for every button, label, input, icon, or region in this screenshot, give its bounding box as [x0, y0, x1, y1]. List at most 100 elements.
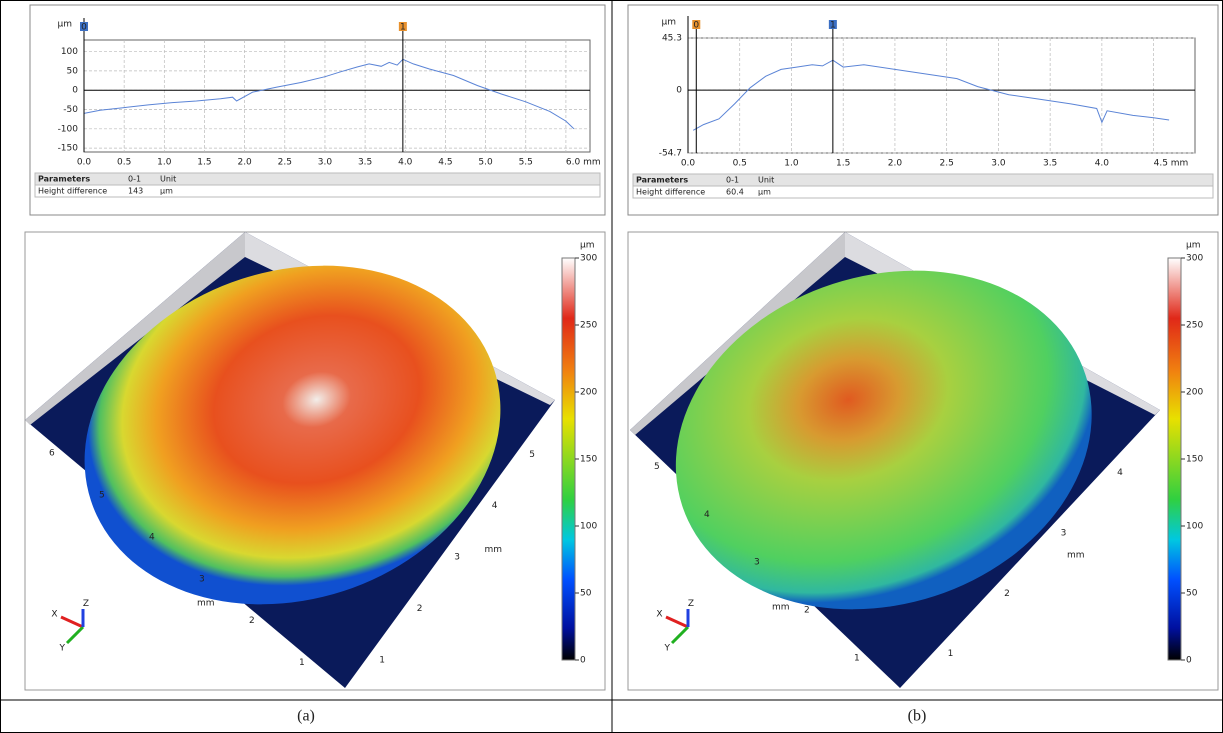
y-axis-label: μm [662, 18, 677, 28]
colorbar [1167, 257, 1182, 661]
colorbar-tick-label: 250 [580, 321, 597, 331]
cursor-label: 1 [400, 23, 406, 33]
y-tick-label: -54.7 [659, 149, 682, 159]
table-cell: Height difference [636, 188, 705, 197]
x-tick-label: 0.0 [681, 159, 696, 169]
axis-letter: Z [688, 599, 694, 609]
axis-letter: Y [58, 643, 65, 653]
platform-wall [630, 232, 845, 435]
table-cell: Height difference [38, 187, 107, 196]
specimen-surface [675, 270, 1092, 610]
y-tick-label: 50 [67, 66, 79, 76]
table-header: Parameters [636, 176, 688, 185]
table-header: 0-1 [726, 176, 739, 185]
edge-tick-label: 2 [804, 606, 810, 616]
x-tick-label: 0.0 [77, 158, 92, 168]
x-tick-label: 3.0 [991, 159, 1006, 169]
x-tick-label: 5.0 [478, 158, 493, 168]
cursor-label: 1 [830, 21, 836, 31]
x-tick-label: 2.5 [278, 158, 292, 168]
x-tick-label: 2.5 [940, 159, 954, 169]
edge-tick-label: 3 [454, 553, 460, 563]
edge-tick-label: 3 [754, 558, 760, 568]
x-tick-label: 4.0 [398, 158, 413, 168]
y-tick-label: 0 [72, 86, 78, 96]
colorbar-tick-label: 300 [580, 254, 597, 264]
y-axis-label: μm [58, 20, 73, 30]
x-tick-label: 0.5 [117, 158, 131, 168]
edge-unit: mm [772, 602, 790, 612]
x-tick-label: 0.5 [733, 159, 747, 169]
platform-wall [25, 232, 245, 425]
table-header-bg [632, 173, 1214, 187]
colorbar-tick-label: 200 [580, 388, 597, 398]
table-header: Unit [758, 176, 774, 185]
edge-tick-label: 4 [149, 532, 155, 542]
table-header: Unit [160, 175, 176, 184]
colorbar [561, 257, 576, 661]
axis-letter: X [656, 610, 662, 620]
edge-tick-label: 4 [1117, 468, 1123, 478]
image-frame [24, 231, 606, 691]
axis-arrow [665, 615, 689, 629]
axis-arrow [65, 625, 85, 645]
y-tick-label: 100 [61, 47, 78, 57]
edge-tick-label: 3 [1061, 528, 1067, 538]
edge-tick-label: 5 [99, 491, 105, 501]
colorbar-tick-label: 150 [1186, 455, 1203, 465]
axis-letter: Z [83, 599, 89, 609]
caption: (a) [297, 708, 315, 725]
x-tick-label: 5.5 [519, 158, 533, 168]
edge-tick-label: 1 [854, 653, 860, 663]
x-tick-label: 3.5 [358, 158, 372, 168]
edge-tick-label: 1 [379, 656, 385, 666]
edge-tick-label: 5 [654, 462, 660, 472]
colorbar-tick-label: 0 [1186, 656, 1192, 666]
cursor-flag [828, 20, 837, 29]
colorbar-tick-label: 50 [1186, 589, 1198, 599]
edge-unit: mm [485, 545, 503, 555]
x-tick-label: 3.0 [318, 158, 333, 168]
edge-unit: mm [197, 598, 215, 608]
x-tick-label: 3.5 [1043, 159, 1057, 169]
colorbar-tick-label: 0 [580, 656, 586, 666]
axis-arrow [670, 625, 690, 645]
colorbar-tick-label: 300 [1186, 254, 1203, 264]
y-tick-label: -150 [58, 144, 79, 154]
cursor-flag [398, 22, 407, 31]
table-cell: μm [160, 187, 173, 196]
y-tick-label: -100 [58, 124, 79, 134]
table-row-bg [632, 185, 1214, 199]
y-tick-label: 0 [676, 86, 682, 96]
table-row-bg [34, 184, 601, 198]
table-header: 0-1 [128, 175, 141, 184]
table-header-bg [34, 172, 601, 186]
x-tick-label: 1.5 [836, 159, 850, 169]
edge-tick-label: 2 [417, 604, 423, 614]
cursor-label: 0 [693, 21, 699, 31]
edge-tick-label: 4 [704, 510, 710, 520]
edge-tick-label: 1 [299, 658, 305, 668]
x-tick-label: 6.0 mm [566, 158, 601, 168]
x-tick-label: 1.0 [157, 158, 172, 168]
colorbar-tick-label: 100 [580, 522, 597, 532]
colorbar-tick-label: 200 [1186, 388, 1203, 398]
table-cell: 143 [128, 187, 143, 196]
colorbar-unit: μm [580, 241, 595, 251]
axis-arrow [60, 615, 84, 629]
cursor-flag [692, 20, 701, 29]
table-cell: μm [758, 188, 771, 197]
edge-tick-label: 4 [492, 501, 498, 511]
y-tick-label: 45.3 [662, 34, 682, 44]
edge-tick-label: 3 [199, 574, 205, 584]
colorbar-tick-label: 50 [580, 589, 592, 599]
colorbar-tick-label: 250 [1186, 321, 1203, 331]
profile-line [692, 59, 1170, 131]
caption: (b) [908, 708, 927, 725]
specimen-surface [84, 265, 501, 605]
axis-letter: Y [663, 643, 670, 653]
axis-letter: X [51, 610, 57, 620]
edge-tick-label: 5 [529, 450, 535, 460]
cursor-label: 0 [81, 23, 87, 33]
